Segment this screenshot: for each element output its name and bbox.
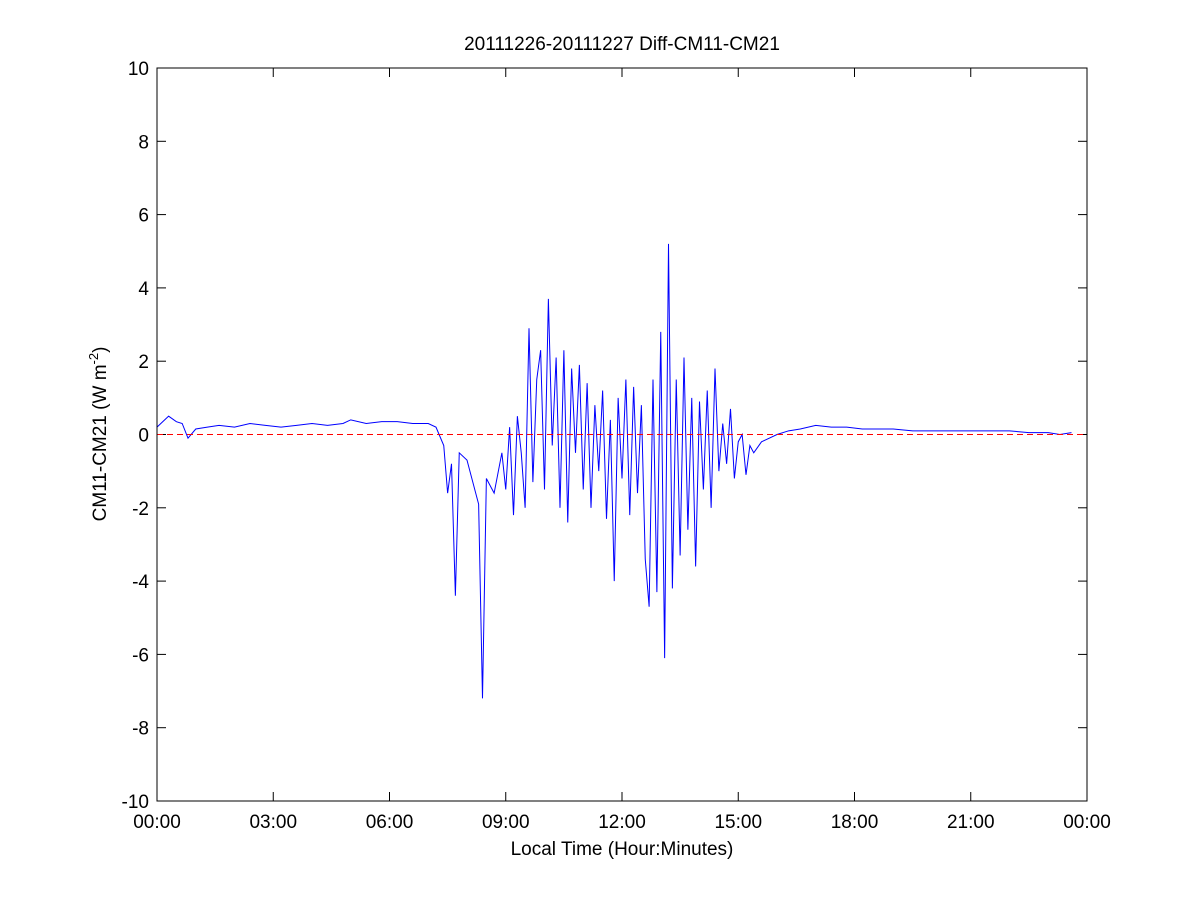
x-tick-label: 21:00 xyxy=(947,812,995,833)
chart-title: 20111226-20111227 Diff-CM11-CM21 xyxy=(464,34,780,55)
y-tick-label: -2 xyxy=(132,499,149,520)
x-tick-label: 00:00 xyxy=(133,812,181,833)
y-tick-label: 4 xyxy=(138,279,149,300)
y-tick-label: -10 xyxy=(122,792,149,813)
data-line xyxy=(156,243,1072,699)
y-tick-label: -8 xyxy=(132,719,149,740)
x-tick-label: 06:00 xyxy=(366,812,414,833)
y-label-end: ) xyxy=(90,347,111,353)
x-tick-label: 18:00 xyxy=(831,812,879,833)
x-tick-label: 09:00 xyxy=(482,812,530,833)
y-tick-label: -4 xyxy=(132,572,149,593)
y-tick-label: 10 xyxy=(128,59,149,80)
x-tick-label: 12:00 xyxy=(598,812,646,833)
plot-frame xyxy=(156,67,1088,802)
y-tick-label: -6 xyxy=(132,645,149,666)
x-tick-label: 03:00 xyxy=(249,812,297,833)
y-tick-label: 0 xyxy=(138,426,149,447)
y-label-sup: -2 xyxy=(86,353,101,365)
x-tick-label: 15:00 xyxy=(714,812,762,833)
y-tick-label: 6 xyxy=(138,206,149,227)
x-axis-label: Local Time (Hour:Minutes) xyxy=(511,839,734,860)
y-label-text: CM11-CM21 (W m xyxy=(90,364,111,521)
y-tick-label: 8 xyxy=(138,132,149,153)
y-tick-label: 2 xyxy=(138,352,149,373)
x-tick-label: 00:00 xyxy=(1063,812,1111,833)
y-axis-label: CM11-CM21 (W m-2) xyxy=(86,347,111,522)
